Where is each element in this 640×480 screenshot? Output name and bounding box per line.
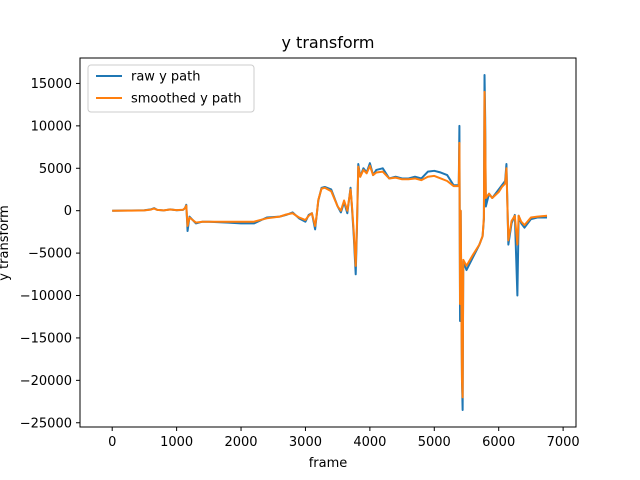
y-tick-label: −5000 xyxy=(28,247,72,262)
chart-title: y transform xyxy=(282,33,375,52)
x-tick-label: 0 xyxy=(108,435,116,450)
x-tick-label: 1000 xyxy=(160,435,193,450)
x-tick-label: 3000 xyxy=(289,435,322,450)
y-tick-label: 15000 xyxy=(31,77,72,92)
y-tick-label: −20000 xyxy=(20,374,72,389)
x-tick-label: 2000 xyxy=(224,435,257,450)
x-tick-label: 5000 xyxy=(418,435,451,450)
y-tick-label: 5000 xyxy=(39,162,72,177)
y-tick-label: 10000 xyxy=(31,119,72,134)
y-axis-label: y transform xyxy=(0,205,12,281)
legend: raw y path smoothed y path xyxy=(87,64,255,113)
x-tick-label: 4000 xyxy=(353,435,386,450)
legend-box xyxy=(87,64,255,113)
y-tick-label: 0 xyxy=(64,204,72,219)
x-tick-label: 7000 xyxy=(547,435,580,450)
y-tick-label: −25000 xyxy=(20,416,72,431)
legend-label-2: smoothed y path xyxy=(131,92,241,107)
axes-frame xyxy=(79,57,577,428)
legend-label-1: raw y path xyxy=(131,70,200,85)
y-tick-label: −15000 xyxy=(20,331,72,346)
y-tick-label: −10000 xyxy=(20,289,72,304)
plot-area: 0 1000 2000 3000 4000 5000 6000 7000 −25000 −2000… xyxy=(20,57,580,450)
x-tick-label: 6000 xyxy=(482,435,515,450)
series-line-2 xyxy=(112,90,548,399)
x-axis-label: frame xyxy=(309,456,348,471)
